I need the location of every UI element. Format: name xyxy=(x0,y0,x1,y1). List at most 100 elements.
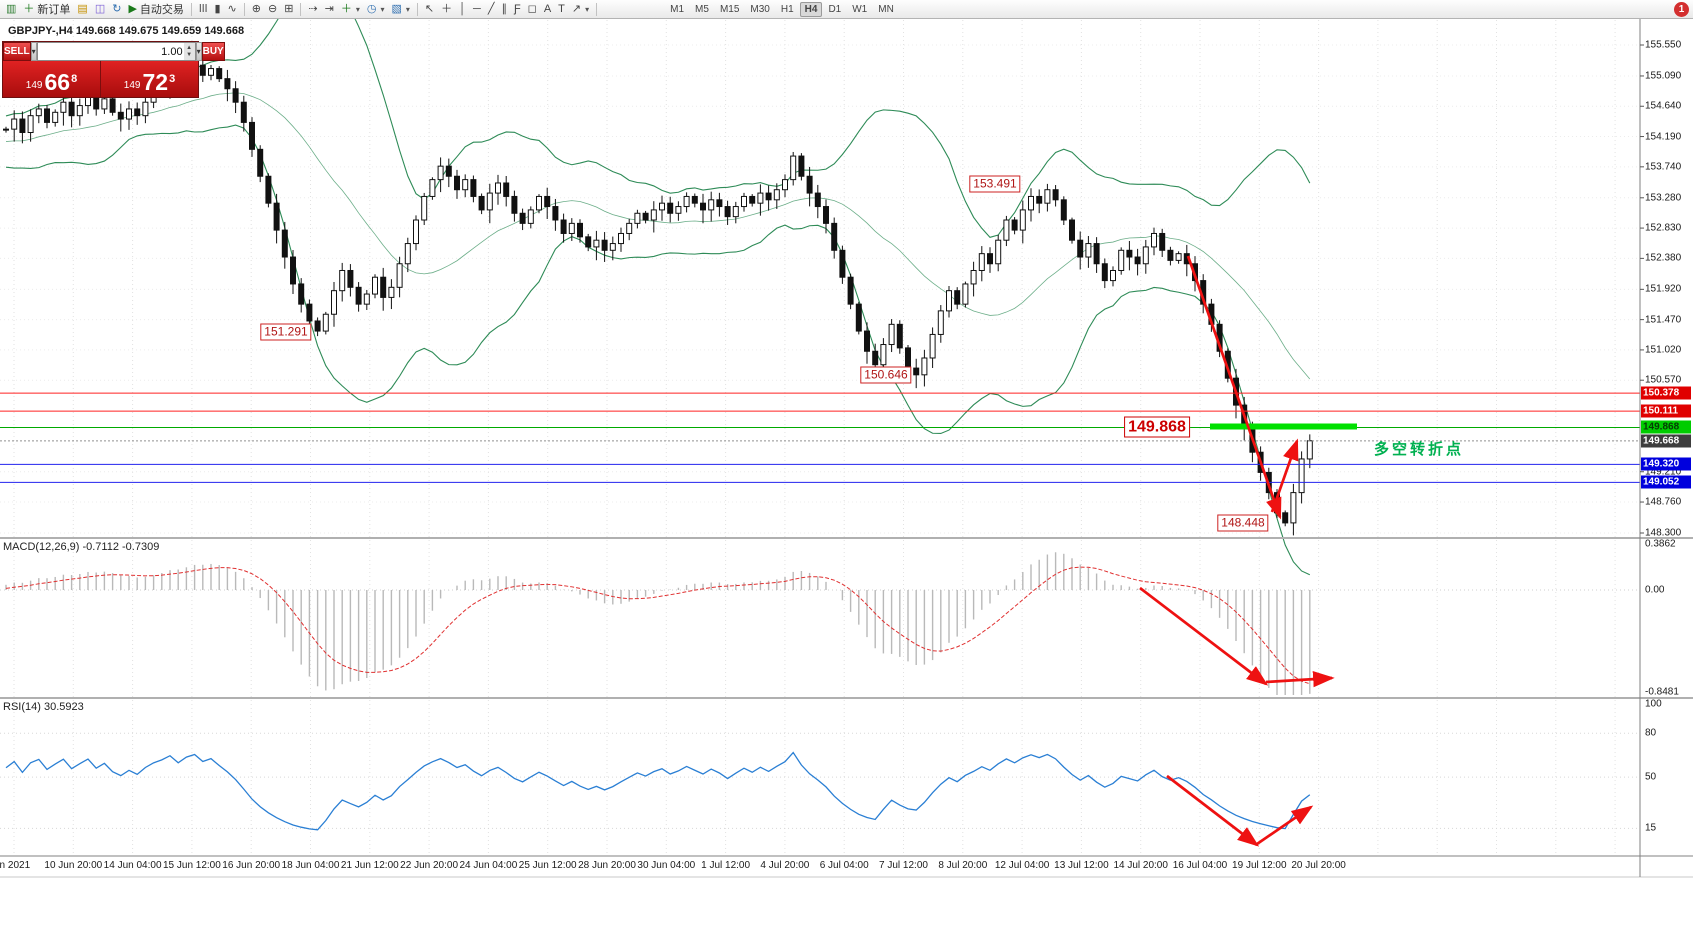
cursor-icon[interactable]: ↖ xyxy=(422,1,437,18)
timeframe-h4[interactable]: H4 xyxy=(799,1,823,17)
price-divider xyxy=(100,61,101,97)
indicators-icon[interactable]: ＋ ▾ xyxy=(338,1,363,18)
buy-price-prefix: 149 xyxy=(123,80,141,91)
time-axis-label: 1 Jul 12:00 xyxy=(701,860,751,871)
price-axis-label: 152.830 xyxy=(1645,222,1682,234)
price-annotation[interactable]: 150.646 xyxy=(860,366,912,384)
time-axis-label: 25 Jun 12:00 xyxy=(518,860,577,871)
sell-button[interactable]: SELL xyxy=(3,42,31,61)
templates-icon[interactable]: ▧ ▾ xyxy=(389,1,413,18)
crosshair-icon[interactable]: ＋ xyxy=(438,1,455,18)
one-click-trading-panel: SELL ▾ ▲▼ ▾ BUY 149 66 8 149 72 xyxy=(2,41,225,98)
time-axis-label: 8 Jul 20:00 xyxy=(938,860,988,871)
sell-dropdown-icon[interactable]: ▾ xyxy=(30,42,37,61)
new-order-button-label: 新订单 xyxy=(37,4,71,16)
buy-price-pip: 3 xyxy=(169,73,176,85)
horizontal-line-icon: ─ xyxy=(473,2,481,15)
volume-stepper[interactable]: ▲ ▼ xyxy=(183,43,195,60)
text-icon[interactable]: A xyxy=(541,1,554,18)
price-annotation[interactable]: 148.448 xyxy=(1217,514,1269,532)
arrows-icon[interactable]: ↗ ▾ xyxy=(569,1,592,18)
rsi-axis-label: 100 xyxy=(1645,698,1662,710)
time-axis-label: 16 Jul 04:00 xyxy=(1172,860,1228,871)
new-chart-icon[interactable]: ▥ xyxy=(3,1,19,18)
line-chart-icon[interactable]: ∿ xyxy=(225,1,240,18)
price-axis-label: 155.090 xyxy=(1645,70,1682,82)
trade-panel-controls: SELL ▾ ▲▼ ▾ BUY xyxy=(3,42,225,61)
symbol-ohlc-header: GBPJPY-,H4 149.668 149.675 149.659 149.6… xyxy=(8,25,245,37)
channel-icon[interactable]: ∥ xyxy=(498,1,510,18)
auto-scroll-icon[interactable]: ⇢ xyxy=(305,1,320,18)
annotation-text[interactable]: 多空转折点 xyxy=(1374,441,1465,458)
time-axis-label: 24 Jun 04:00 xyxy=(459,860,518,871)
stepper-up-icon[interactable]: ▲ xyxy=(186,44,193,51)
label-icon: T xyxy=(558,2,565,15)
autotrading-button[interactable]: ▶ 自动交易 xyxy=(125,1,186,18)
arrows-icon: ↗ xyxy=(571,2,582,15)
zoom-in-icon[interactable]: ⊕ xyxy=(249,1,264,18)
channel-icon: ∥ xyxy=(501,2,507,15)
timeframe-m30[interactable]: M30 xyxy=(750,3,770,15)
timeframe-m1[interactable]: M1 xyxy=(670,3,685,15)
toolbar-separator xyxy=(416,2,418,16)
timeframe-h1[interactable]: H1 xyxy=(780,3,794,15)
templates-icon: ▧ xyxy=(391,2,402,15)
vertical-line-icon[interactable]: │ xyxy=(456,1,469,18)
chevron-down-icon: ▾ xyxy=(405,4,410,14)
notification-badge[interactable]: 1 xyxy=(1674,2,1689,17)
cursor-icon: ↖ xyxy=(424,2,435,15)
buy-button[interactable]: BUY xyxy=(201,42,225,61)
chart-shift-icon[interactable]: ⇥ xyxy=(322,1,337,18)
tile-windows-icon[interactable]: ⊞ xyxy=(281,1,296,18)
time-axis-label: 12 Jul 04:00 xyxy=(994,860,1050,871)
fibonacci-icon[interactable]: Ƒ xyxy=(511,1,524,18)
timeframe-m5[interactable]: M5 xyxy=(695,3,709,15)
time-axis-label: 20 Jul 20:00 xyxy=(1291,860,1346,871)
sell-price-display[interactable]: 149 66 8 xyxy=(3,61,100,97)
horizontal-line-icon[interactable]: ─ xyxy=(470,1,484,18)
candlestick-chart-icon[interactable]: ▮ xyxy=(211,1,223,18)
refresh-icon[interactable]: ↻ xyxy=(109,1,124,18)
autotrading-button-label: 自动交易 xyxy=(139,4,184,16)
buy-price-big: 72 xyxy=(142,69,169,95)
label-icon[interactable]: T xyxy=(555,1,568,18)
volume-input[interactable] xyxy=(36,42,196,61)
stepper-down-icon[interactable]: ▼ xyxy=(186,51,193,58)
time-axis-label: 4 Jul 20:00 xyxy=(760,860,810,871)
time-axis-label: 13 Jul 12:00 xyxy=(1054,860,1109,871)
zoom-out-icon[interactable]: ⊖ xyxy=(265,1,280,18)
price-annotation[interactable]: 151.291 xyxy=(260,323,312,341)
price-axis-label: 151.920 xyxy=(1645,283,1682,295)
price-axis-label: 153.280 xyxy=(1645,192,1682,204)
bar-chart-icon[interactable]: ǀǀǀ xyxy=(196,1,211,18)
trendline-icon[interactable]: ╱ xyxy=(485,1,498,18)
time-axis-label: 10 Jun 20:00 xyxy=(44,860,103,871)
rsi-indicator-label: RSI(14) 30.5923 xyxy=(3,701,84,713)
timeframe-mn[interactable]: MN xyxy=(878,3,894,15)
time-axis-label: 19 Jul 12:00 xyxy=(1232,860,1287,871)
price-axis-label: 149.210 xyxy=(1645,466,1682,478)
macd-indicator-label: MACD(12,26,9) -0.7112 -0.7309 xyxy=(3,541,160,553)
time-axis-label: 18 Jun 04:00 xyxy=(281,860,340,871)
timeframe-m15[interactable]: M15 xyxy=(719,3,740,15)
time-axis-label: 16 Jun 20:00 xyxy=(222,860,281,871)
trade-panel-prices: 149 66 8 149 72 3 xyxy=(3,61,198,97)
time-axis-label: 30 Jun 04:00 xyxy=(637,860,696,871)
price-annotation[interactable]: 149.868 xyxy=(1124,416,1190,438)
price-badge: 149.320 xyxy=(1641,457,1691,471)
new-order-button[interactable]: ＋新订单 xyxy=(20,1,73,18)
chart-profiles-icon: ▤ xyxy=(77,2,88,15)
buy-price-display[interactable]: 149 72 3 xyxy=(101,61,198,97)
price-annotation[interactable]: 153.491 xyxy=(969,175,1021,193)
market-watch-icon[interactable]: ◫ xyxy=(92,1,108,18)
periods-icon[interactable]: ◷ ▾ xyxy=(364,1,388,18)
timeframe-d1[interactable]: D1 xyxy=(828,3,842,15)
shapes-icon[interactable]: ◻ xyxy=(525,1,540,18)
buy-dropdown-icon[interactable]: ▾ xyxy=(195,42,202,61)
price-axis-label: 154.190 xyxy=(1645,131,1682,143)
chart-profiles-icon[interactable]: ▤ xyxy=(74,1,90,18)
timeframe-w1[interactable]: W1 xyxy=(852,3,868,15)
price-badge: 150.378 xyxy=(1641,386,1691,400)
toolbar-separator xyxy=(300,2,302,16)
